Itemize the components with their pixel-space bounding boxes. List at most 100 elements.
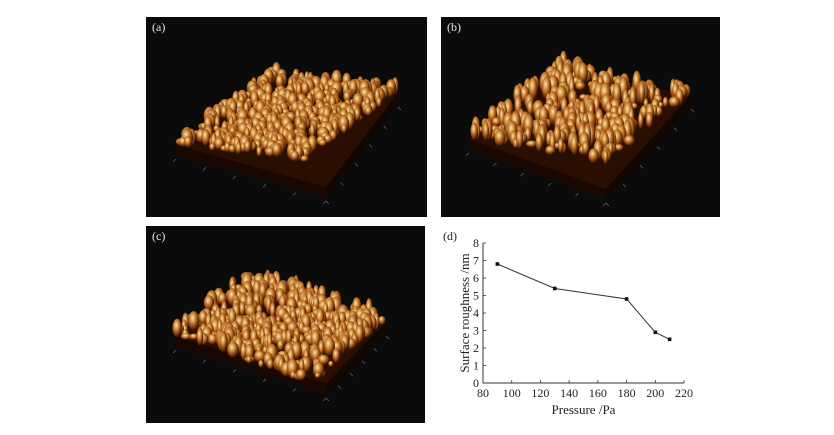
surface-peak	[256, 146, 262, 157]
surface-peak	[341, 123, 347, 134]
chart-panel-label: (d)	[443, 229, 457, 243]
surface-axis-tick	[262, 378, 267, 383]
x-tick-label: 200	[646, 386, 664, 400]
surface-peak	[201, 128, 210, 147]
y-tick-label: 8	[473, 236, 479, 250]
surface-peak	[527, 99, 534, 117]
surface-axis-tick	[575, 192, 579, 197]
surface-peak	[300, 155, 309, 162]
surface-side-right	[326, 322, 386, 394]
surface-peak	[328, 360, 334, 367]
x-tick-label: 100	[503, 386, 521, 400]
surface-peak	[196, 327, 204, 346]
surface-axis-tick	[349, 372, 354, 377]
surface-peak	[535, 132, 543, 152]
surface-peak	[645, 112, 653, 128]
surface-axis-tick	[322, 397, 327, 402]
surface-peak	[180, 333, 192, 340]
surface-peak	[624, 135, 635, 146]
surface-peak	[290, 150, 299, 162]
series-line	[497, 263, 670, 340]
data-point	[553, 286, 557, 291]
y-tick-label: 4	[473, 306, 479, 320]
roughness-chart: (d) 80 100 120 140 160 180 200 220 0 1 2 3 4 5 6 7 8 Press…	[443, 229, 693, 417]
surface-side-left	[176, 145, 326, 197]
surface-axis-tick	[373, 348, 378, 352]
afm-panel-a: (a)	[146, 17, 427, 217]
surface-peak	[258, 359, 264, 368]
surface-peak	[220, 105, 228, 119]
surface-peak	[296, 369, 307, 381]
surface-side-right	[326, 93, 398, 197]
y-axis-label: Surface roughness /nm	[457, 253, 472, 372]
surface-axis-tick	[547, 182, 552, 187]
surface-axis-tick	[361, 360, 366, 365]
surface-side-left	[469, 139, 606, 199]
y-tick-label: 2	[473, 341, 479, 355]
surface-peak	[254, 350, 266, 363]
surface-axis-tick	[322, 200, 327, 205]
surface-peak	[219, 332, 228, 353]
surface-axis-tick	[383, 125, 387, 130]
panel-label-c: (c)	[152, 229, 166, 243]
surface-axis-tick	[172, 349, 177, 354]
surface-axis-tick	[605, 202, 610, 207]
surface-peak	[614, 144, 624, 152]
surface-axis-tick	[354, 163, 359, 167]
surface-peak	[629, 86, 637, 109]
afm-surface-b	[465, 50, 695, 207]
surface-peak	[272, 142, 282, 157]
y-tick-label: 1	[473, 359, 479, 373]
surface-peak	[638, 111, 644, 130]
surface-peak	[172, 318, 182, 338]
y-tick-label: 6	[473, 271, 479, 285]
surface-peak	[668, 96, 681, 108]
surface-axis-tick	[292, 192, 297, 196]
surface-peak	[239, 301, 246, 317]
surface-peak	[376, 96, 382, 108]
surface-axis-tick	[172, 158, 177, 163]
x-tick-label: 120	[531, 386, 549, 400]
surface-peak	[243, 140, 252, 153]
panel-label-b: (b)	[447, 20, 461, 34]
surface-peak	[470, 122, 479, 141]
surface-peak	[483, 121, 489, 141]
surface-axis-tick	[337, 385, 342, 389]
surface-peak	[189, 333, 199, 340]
surface-peak	[557, 138, 564, 154]
surface-axis-tick	[520, 172, 525, 177]
surface-peak	[588, 148, 599, 163]
surface-peak	[575, 81, 586, 91]
surface-peak	[526, 140, 538, 148]
surface-peak	[209, 142, 216, 151]
afm-surface-c	[172, 269, 390, 402]
panel-label-a: (a)	[152, 20, 166, 34]
surface-axis-tick	[232, 175, 237, 180]
surface-peak	[516, 129, 524, 149]
surface-peak	[323, 336, 335, 357]
surface-peak	[235, 142, 242, 155]
surface-peak	[662, 96, 669, 108]
x-tick-label: 220	[675, 386, 693, 400]
surface-axis-tick	[493, 162, 497, 167]
surface-axis-tick	[340, 181, 344, 186]
data-point	[624, 297, 629, 301]
surface-axis-tick	[202, 359, 207, 363]
surface-axis-tick	[262, 183, 267, 188]
surface-peak	[545, 145, 556, 155]
surface-axis-tick	[232, 368, 237, 373]
y-tick-label: 5	[473, 289, 479, 303]
afm-panel-c: (c)	[146, 226, 425, 423]
surface-axis-tick	[656, 146, 661, 150]
surface-peak	[246, 355, 252, 364]
surface-peak	[318, 139, 327, 147]
surface-peak	[570, 134, 579, 156]
data-point	[495, 262, 500, 266]
x-tick-label: 180	[618, 386, 636, 400]
surface-side-right	[606, 95, 691, 199]
surface-peak	[638, 81, 645, 105]
surface-peak	[300, 81, 310, 97]
surface-peak	[203, 295, 215, 311]
surface-axis-tick	[622, 183, 627, 188]
surface-peak	[603, 149, 609, 165]
